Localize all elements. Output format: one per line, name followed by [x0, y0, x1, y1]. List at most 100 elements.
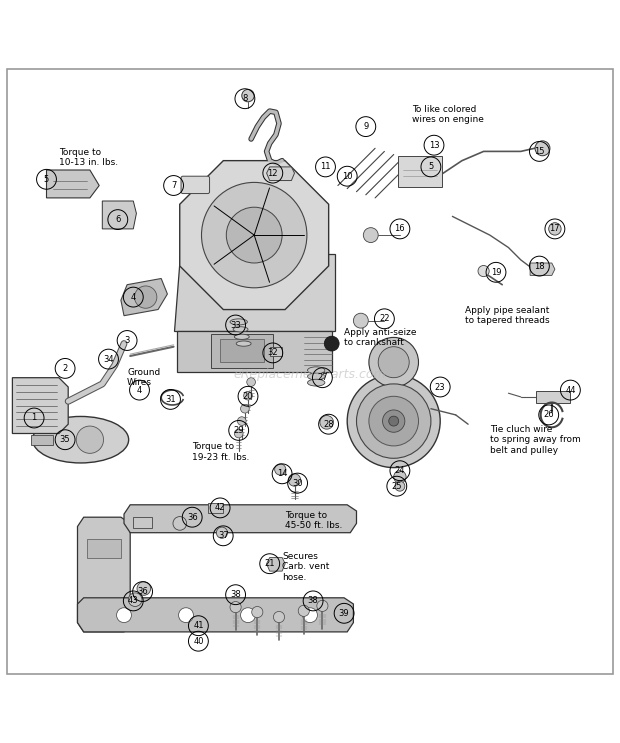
- Text: 32: 32: [267, 348, 278, 357]
- Polygon shape: [78, 598, 353, 632]
- Text: Tie cluch wire
to spring away from
belt and pulley: Tie cluch wire to spring away from belt …: [490, 425, 580, 455]
- Text: 11: 11: [321, 163, 330, 172]
- Text: 22: 22: [379, 314, 389, 323]
- Circle shape: [549, 223, 561, 235]
- Circle shape: [135, 286, 157, 308]
- Ellipse shape: [236, 341, 251, 346]
- Circle shape: [226, 207, 282, 263]
- Circle shape: [76, 426, 104, 453]
- Polygon shape: [180, 160, 329, 310]
- Text: 7: 7: [171, 181, 176, 190]
- Circle shape: [478, 265, 489, 276]
- Polygon shape: [536, 392, 570, 403]
- Text: 30: 30: [292, 478, 303, 487]
- Text: 39: 39: [339, 609, 350, 617]
- Circle shape: [320, 415, 334, 429]
- Polygon shape: [124, 504, 356, 533]
- Circle shape: [216, 527, 228, 538]
- Text: 19: 19: [491, 267, 501, 277]
- Circle shape: [234, 429, 243, 438]
- FancyBboxPatch shape: [220, 339, 264, 362]
- Polygon shape: [46, 170, 99, 198]
- Text: 38: 38: [308, 597, 319, 606]
- Text: 29: 29: [234, 426, 244, 435]
- Text: 5: 5: [428, 163, 433, 172]
- Text: 12: 12: [268, 169, 278, 178]
- Ellipse shape: [233, 327, 248, 332]
- FancyBboxPatch shape: [133, 516, 152, 528]
- Circle shape: [173, 516, 187, 531]
- Circle shape: [241, 404, 249, 413]
- Text: 37: 37: [218, 531, 229, 540]
- Circle shape: [298, 606, 309, 617]
- Circle shape: [324, 336, 339, 351]
- Circle shape: [353, 314, 368, 328]
- Text: 34: 34: [103, 354, 114, 363]
- Ellipse shape: [234, 334, 249, 340]
- Text: 36: 36: [187, 513, 198, 522]
- Circle shape: [347, 374, 440, 467]
- Text: 33: 33: [230, 320, 241, 329]
- Circle shape: [230, 602, 241, 613]
- Circle shape: [369, 396, 418, 446]
- Circle shape: [363, 227, 378, 242]
- Circle shape: [369, 337, 418, 387]
- Text: 13: 13: [428, 140, 440, 149]
- Circle shape: [317, 600, 328, 611]
- Text: 40: 40: [193, 637, 203, 646]
- Text: 6: 6: [115, 215, 120, 224]
- Text: 42: 42: [215, 504, 225, 513]
- Circle shape: [252, 606, 263, 617]
- FancyBboxPatch shape: [211, 334, 273, 369]
- Text: 23: 23: [435, 383, 446, 392]
- Text: 21: 21: [265, 559, 275, 568]
- Text: 4: 4: [137, 386, 142, 395]
- Circle shape: [394, 471, 406, 483]
- Text: 41: 41: [193, 621, 203, 630]
- Polygon shape: [102, 201, 136, 229]
- Text: 35: 35: [60, 435, 71, 444]
- FancyBboxPatch shape: [398, 156, 442, 187]
- Text: 25: 25: [392, 481, 402, 490]
- Text: 2: 2: [63, 364, 68, 373]
- Circle shape: [395, 481, 405, 491]
- Polygon shape: [78, 517, 130, 632]
- Ellipse shape: [308, 373, 325, 380]
- Text: 17: 17: [549, 224, 560, 233]
- Text: Torque to
10-13 in. lbs.: Torque to 10-13 in. lbs.: [59, 148, 118, 167]
- FancyBboxPatch shape: [181, 176, 210, 194]
- Text: 10: 10: [342, 172, 352, 181]
- Text: 3: 3: [125, 336, 130, 345]
- Text: 9: 9: [363, 122, 368, 131]
- Polygon shape: [530, 263, 555, 276]
- Circle shape: [378, 347, 409, 377]
- Circle shape: [242, 89, 254, 102]
- Circle shape: [273, 611, 285, 623]
- Text: 20: 20: [243, 392, 253, 400]
- Text: Torque to
19-23 ft. lbs.: Torque to 19-23 ft. lbs.: [192, 442, 250, 462]
- Circle shape: [275, 464, 286, 475]
- Text: To like colored
wires on engine: To like colored wires on engine: [412, 105, 484, 124]
- Circle shape: [356, 384, 431, 458]
- Text: Secures
Carb. vent
hose.: Secures Carb. vent hose.: [282, 552, 329, 582]
- Text: 31: 31: [165, 395, 176, 404]
- Text: 36: 36: [137, 587, 148, 596]
- Text: 15: 15: [534, 147, 544, 156]
- Text: 24: 24: [395, 466, 405, 476]
- Circle shape: [128, 593, 142, 606]
- Circle shape: [179, 608, 193, 623]
- Polygon shape: [12, 377, 68, 433]
- Polygon shape: [270, 347, 282, 356]
- FancyBboxPatch shape: [87, 539, 121, 557]
- Text: Torque to
45-50 ft. lbs.: Torque to 45-50 ft. lbs.: [285, 510, 343, 530]
- Text: 26: 26: [543, 410, 554, 419]
- Text: Apply anti-seize
to crankshaft: Apply anti-seize to crankshaft: [344, 328, 417, 347]
- FancyBboxPatch shape: [208, 503, 223, 513]
- Text: 14: 14: [277, 470, 287, 478]
- Text: 27: 27: [317, 373, 328, 382]
- Circle shape: [202, 182, 307, 288]
- Circle shape: [303, 608, 317, 623]
- Circle shape: [288, 474, 301, 486]
- Circle shape: [117, 608, 131, 623]
- Text: 8: 8: [242, 94, 247, 103]
